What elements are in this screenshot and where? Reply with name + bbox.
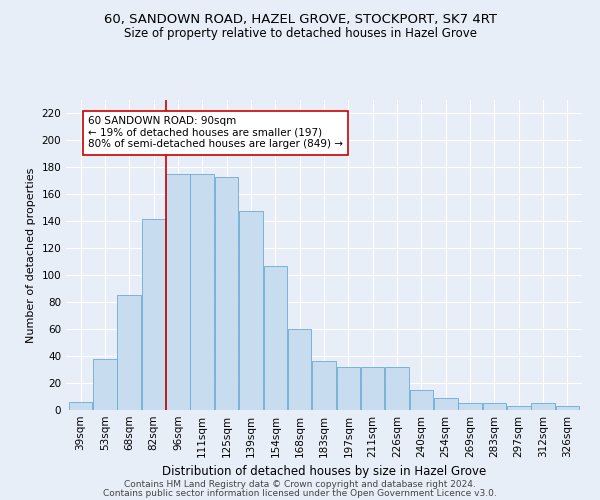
Y-axis label: Number of detached properties: Number of detached properties [26, 168, 36, 342]
X-axis label: Distribution of detached houses by size in Hazel Grove: Distribution of detached houses by size … [162, 466, 486, 478]
Text: Contains HM Land Registry data © Crown copyright and database right 2024.: Contains HM Land Registry data © Crown c… [124, 480, 476, 489]
Bar [239, 210, 263, 410]
Bar [507, 406, 530, 410]
Text: 60 SANDOWN ROAD: 90sqm
← 19% of detached houses are smaller (197)
80% of semi-de: 60 SANDOWN ROAD: 90sqm ← 19% of detached… [88, 116, 343, 150]
Bar [434, 398, 458, 410]
Bar [312, 362, 336, 410]
Bar [482, 404, 506, 410]
Text: Contains public sector information licensed under the Open Government Licence v3: Contains public sector information licen… [103, 489, 497, 498]
Bar [556, 406, 579, 410]
Bar [215, 177, 238, 410]
Bar [288, 329, 311, 410]
Bar [118, 296, 141, 410]
Bar [385, 367, 409, 410]
Bar [337, 367, 360, 410]
Bar [263, 266, 287, 410]
Text: Size of property relative to detached houses in Hazel Grove: Size of property relative to detached ho… [124, 28, 476, 40]
Bar [93, 359, 117, 410]
Bar [166, 174, 190, 410]
Text: 60, SANDOWN ROAD, HAZEL GROVE, STOCKPORT, SK7 4RT: 60, SANDOWN ROAD, HAZEL GROVE, STOCKPORT… [104, 12, 497, 26]
Bar [361, 367, 385, 410]
Bar [69, 402, 92, 410]
Bar [531, 404, 555, 410]
Bar [190, 174, 214, 410]
Bar [458, 404, 482, 410]
Bar [142, 218, 166, 410]
Bar [410, 390, 433, 410]
